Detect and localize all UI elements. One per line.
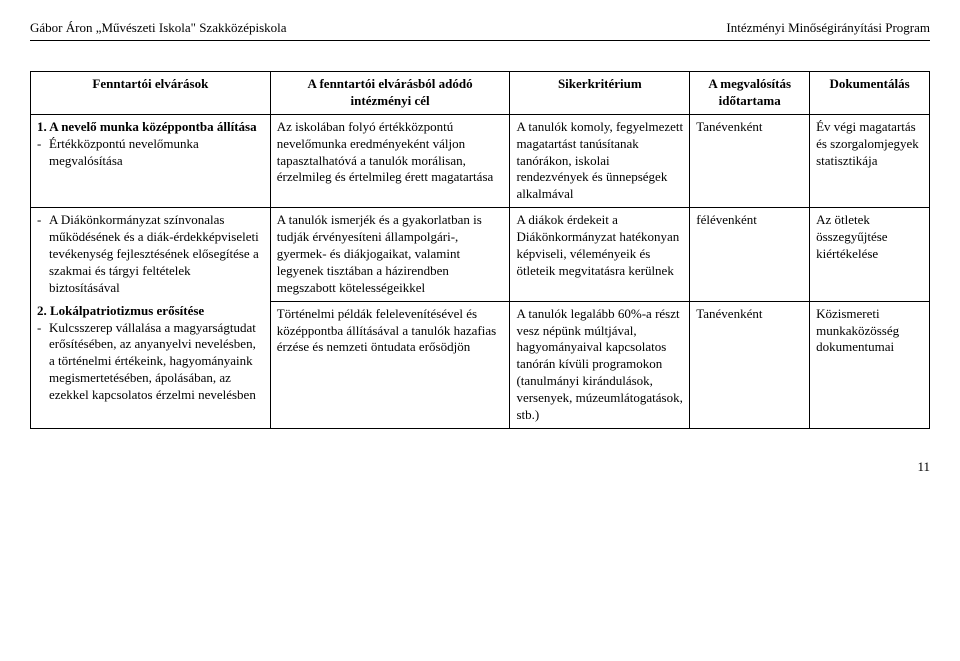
header-right: Intézményi Minőségirányítási Program (726, 20, 930, 36)
main-table: Fenntartói elvárások A fenntartói elvárá… (30, 71, 930, 429)
col-header-5: Dokumentálás (810, 72, 930, 115)
col-header-4: A megvalósítás időtartama (690, 72, 810, 115)
table-header-row: Fenntartói elvárások A fenntartói elvárá… (31, 72, 930, 115)
cell-col4: Tanévenként (690, 114, 810, 207)
cell-col5: Az ötletek összegyűjtése kiértékelése (810, 208, 930, 301)
col-header-3: Sikerkritérium (510, 72, 690, 115)
cell-fenntartoi-merged: A Diákönkormányzat színvonalas működésén… (31, 208, 271, 429)
table-row: A Diákönkormányzat színvonalas működésén… (31, 208, 930, 301)
cell-col5: Év végi magatartás és szorgalomjegyek st… (810, 114, 930, 207)
table-row: 1. A nevelő munka középpontba állításaÉr… (31, 114, 930, 207)
cell-col2: Történelmi példák felelevenítésével és k… (270, 301, 510, 428)
table-body: 1. A nevelő munka középpontba állításaÉr… (31, 114, 930, 428)
cell-col3: A tanulók legalább 60%-a részt vesz népü… (510, 301, 690, 428)
col-header-1: Fenntartói elvárások (31, 72, 271, 115)
col-header-2: A fenntartói elvárásból adódó intézményi… (270, 72, 510, 115)
cell-col2: Az iskolában folyó értékközpontú nevelőm… (270, 114, 510, 207)
cell-col4: Tanévenként (690, 301, 810, 428)
cell-col3: A tanulók komoly, fegyelmezett magatartá… (510, 114, 690, 207)
document-header: Gábor Áron „Művészeti Iskola" Szakközépi… (30, 20, 930, 41)
cell-fenntartoi: 1. A nevelő munka középpontba állításaÉr… (31, 114, 271, 207)
cell-col5: Közismereti munkaközösség dokumentumai (810, 301, 930, 428)
cell-col4: félévenként (690, 208, 810, 301)
cell-col3: A diákok érdekeit a Diákönkormányzat hat… (510, 208, 690, 301)
header-left: Gábor Áron „Művészeti Iskola" Szakközépi… (30, 20, 287, 36)
cell-col2: A tanulók ismerjék és a gyakorlatban is … (270, 208, 510, 301)
page-number: 11 (30, 459, 930, 475)
